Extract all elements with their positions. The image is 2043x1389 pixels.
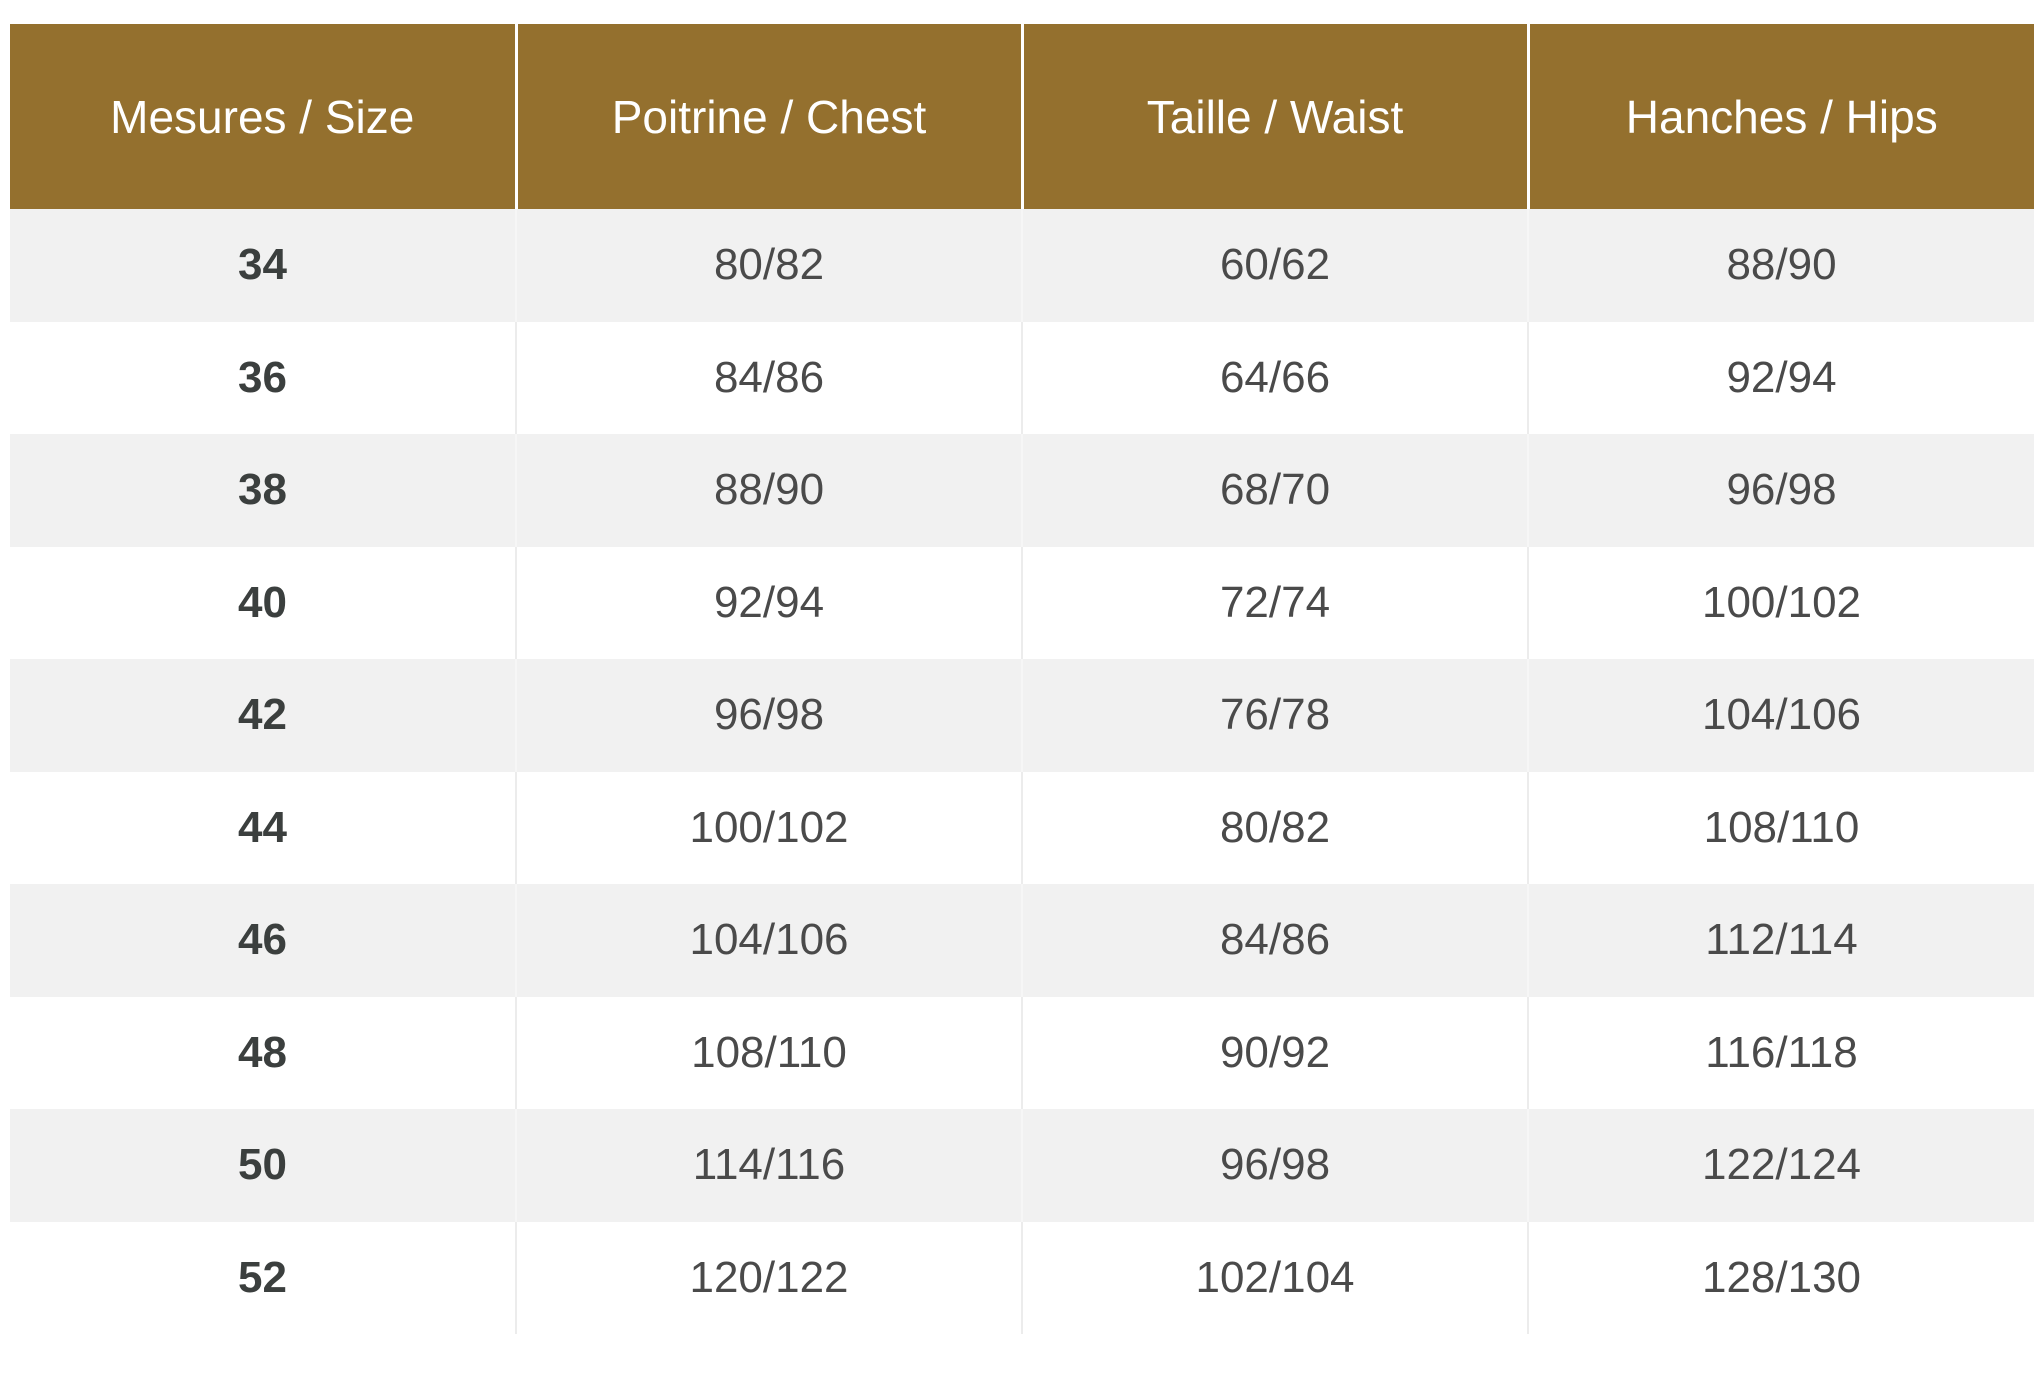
header-size: Mesures / Size [10,24,516,209]
cell-waist: 60/62 [1021,209,1528,322]
size-chart-table: Mesures / Size Poitrine / Chest Taille /… [10,24,2034,1334]
cell-size: 44 [10,771,516,884]
cell-size: 52 [10,1221,516,1334]
cell-chest: 108/110 [515,996,1022,1109]
header-waist: Taille / Waist [1020,24,1528,209]
cell-chest: 84/86 [515,321,1022,434]
table-row: 48 108/110 90/92 116/118 [10,996,2034,1109]
table-row: 38 88/90 68/70 96/98 [10,434,2034,547]
cell-chest: 100/102 [515,771,1022,884]
cell-chest: 80/82 [515,209,1022,322]
header-row: Mesures / Size Poitrine / Chest Taille /… [10,24,2034,209]
table-row: 50 114/116 96/98 122/124 [10,1109,2034,1222]
cell-size: 38 [10,434,516,547]
cell-waist: 90/92 [1021,996,1528,1109]
cell-chest: 92/94 [515,546,1022,659]
cell-size: 42 [10,659,516,772]
cell-hips: 92/94 [1527,321,2034,434]
cell-size: 40 [10,546,516,659]
cell-hips: 96/98 [1527,434,2034,547]
cell-chest: 88/90 [515,434,1022,547]
cell-hips: 108/110 [1527,771,2034,884]
cell-size: 48 [10,996,516,1109]
cell-waist: 96/98 [1021,1109,1528,1222]
cell-hips: 88/90 [1527,209,2034,322]
cell-waist: 72/74 [1021,546,1528,659]
cell-waist: 76/78 [1021,659,1528,772]
cell-waist: 102/104 [1021,1221,1528,1334]
cell-chest: 96/98 [515,659,1022,772]
table-row: 44 100/102 80/82 108/110 [10,771,2034,884]
table-row: 52 120/122 102/104 128/130 [10,1221,2034,1334]
table-row: 42 96/98 76/78 104/106 [10,659,2034,772]
cell-waist: 84/86 [1021,884,1528,997]
cell-waist: 68/70 [1021,434,1528,547]
cell-size: 34 [10,209,516,322]
cell-hips: 122/124 [1527,1109,2034,1222]
cell-chest: 114/116 [515,1109,1022,1222]
table-row: 40 92/94 72/74 100/102 [10,546,2034,659]
cell-hips: 128/130 [1527,1221,2034,1334]
table-row: 46 104/106 84/86 112/114 [10,884,2034,997]
table-row: 36 84/86 64/66 92/94 [10,321,2034,434]
cell-size: 50 [10,1109,516,1222]
cell-chest: 120/122 [515,1221,1022,1334]
cell-size: 46 [10,884,516,997]
cell-waist: 80/82 [1021,771,1528,884]
cell-chest: 104/106 [515,884,1022,997]
header-hips: Hanches / Hips [1526,24,2034,209]
cell-hips: 104/106 [1527,659,2034,772]
cell-hips: 112/114 [1527,884,2034,997]
cell-waist: 64/66 [1021,321,1528,434]
cell-size: 36 [10,321,516,434]
cell-hips: 116/118 [1527,996,2034,1109]
table-row: 34 80/82 60/62 88/90 [10,209,2034,322]
cell-hips: 100/102 [1527,546,2034,659]
header-chest: Poitrine / Chest [514,24,1022,209]
